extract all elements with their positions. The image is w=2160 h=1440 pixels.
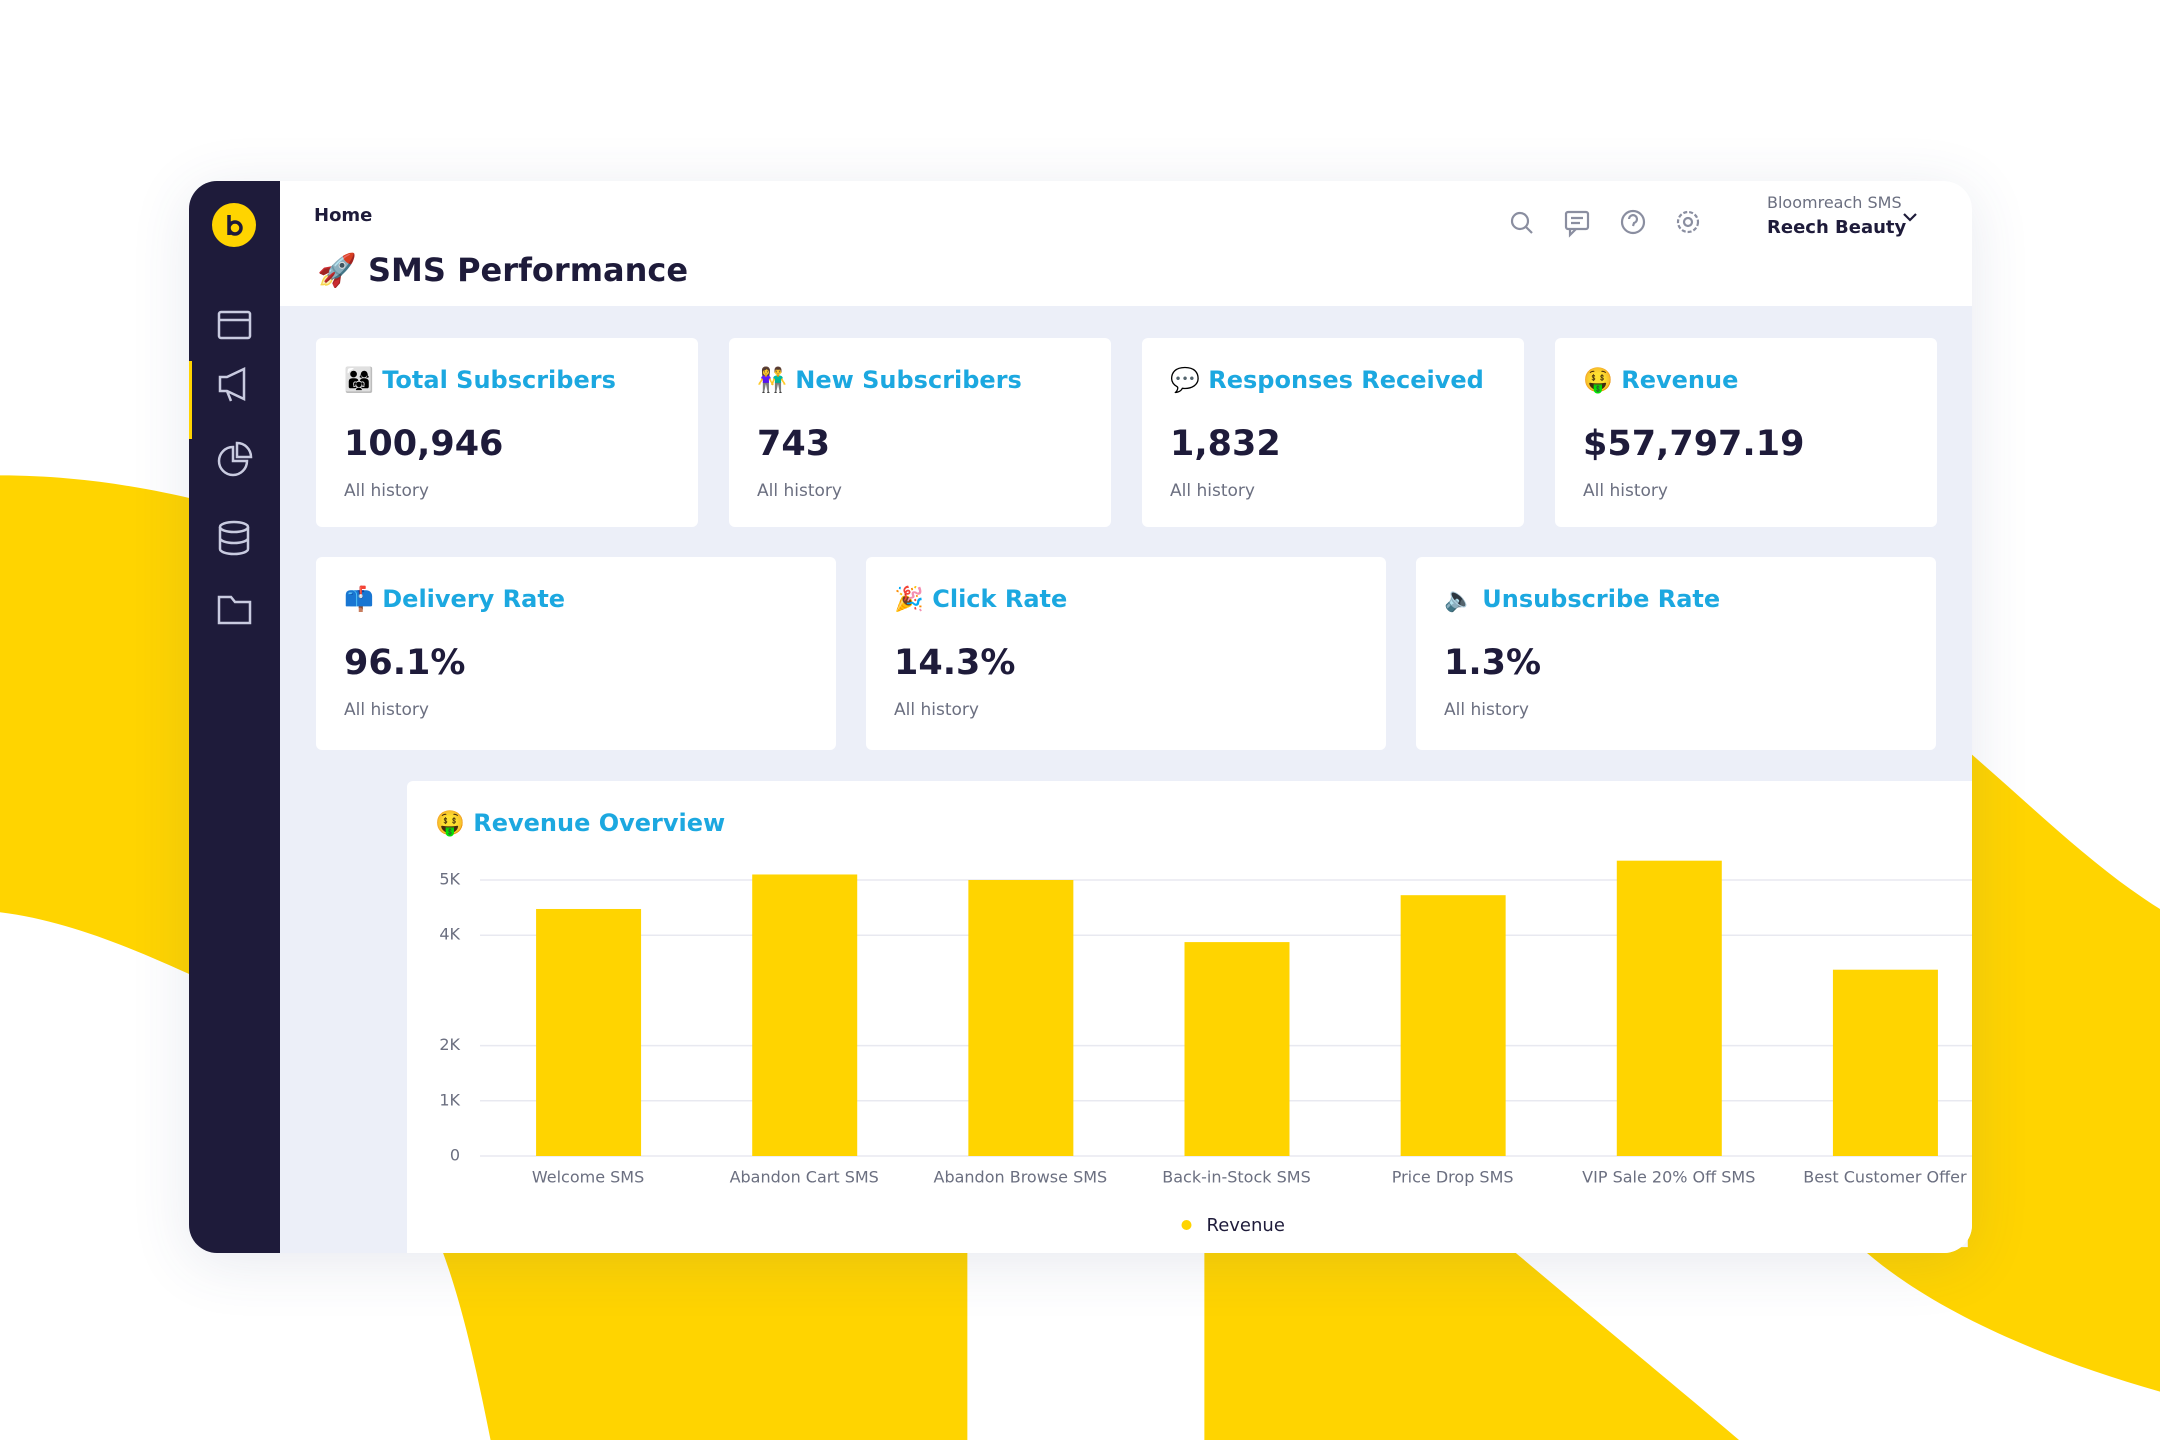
chart-title: 🤑 Revenue Overview	[435, 809, 726, 837]
sidebar-icons	[189, 203, 256, 625]
metric-value: 743	[757, 424, 831, 464]
header-icons	[1510, 209, 1700, 238]
x-tick-label: Best Customer Offer	[1803, 1168, 1967, 1187]
metric-note: All history	[757, 481, 842, 501]
y-tick-label: 1K	[439, 1090, 460, 1109]
x-tick-label: Welcome SMS	[532, 1168, 644, 1187]
metric-value: 96.1%	[344, 643, 466, 683]
metric-note: All history	[344, 481, 429, 501]
metric-value: 1,832	[1170, 424, 1281, 464]
x-tick-label: Abandon Browse SMS	[934, 1168, 1108, 1187]
x-tick-label: Price Drop SMS	[1392, 1168, 1514, 1187]
decor	[0, 475, 2160, 1440]
bar	[536, 908, 642, 1156]
legend-label: Revenue	[1207, 1215, 1285, 1236]
bar	[1184, 942, 1290, 1156]
chart: 0 1K 2K 4K 5K Welcome SMS Abandon Cart SMS Aban…	[439, 860, 1972, 1236]
metric-card: 👫 New Subscribers 743 All history	[729, 338, 1111, 527]
header: Home 🚀 SMS Performance Bloomreach SMS Re…	[280, 181, 1972, 306]
legend-swatch	[1181, 1220, 1192, 1230]
metric-note: All history	[894, 700, 979, 720]
metric-title: 🤑 Revenue	[1583, 366, 1739, 394]
metric-value: 14.3%	[894, 643, 1016, 683]
metric-card: 🔈 Unsubscribe Rate 1.3% All history	[1416, 557, 1936, 750]
messages-icon[interactable]	[1564, 210, 1590, 238]
metric-title: 🔈 Unsubscribe Rate	[1444, 585, 1721, 613]
org-name: Bloomreach SMS	[1767, 193, 1902, 212]
metric-note: All history	[1444, 700, 1529, 720]
settings-icon[interactable]	[1676, 210, 1700, 234]
dashboard: Home 🚀 SMS Performance Bloomreach SMS Re…	[189, 181, 1972, 1253]
metric-title: 📫 Delivery Rate	[344, 585, 566, 613]
x-tick-label: VIP Sale 20% Off SMS	[1582, 1168, 1755, 1187]
y-tick-label: 4K	[439, 925, 460, 944]
nav-analytics[interactable]	[217, 441, 253, 477]
metric-title: 💬 Responses Received	[1170, 366, 1484, 394]
metric-card: 👨‍👩‍👧 Total Subscribers 100,946 All histor…	[316, 338, 698, 527]
breadcrumb[interactable]: Home	[314, 205, 373, 226]
nav-data[interactable]	[218, 520, 250, 534]
metric-value: 100,946	[344, 424, 504, 464]
metric-note: All history	[1583, 481, 1668, 501]
metric-title: 🎉 Click Rate	[894, 585, 1068, 613]
search-icon[interactable]	[1510, 211, 1533, 234]
y-tick-label: 5K	[439, 870, 460, 889]
page-title: 🚀 SMS Performance	[317, 251, 689, 289]
metric-note: All history	[344, 700, 429, 720]
metric-value: 1.3%	[1444, 643, 1542, 683]
bar	[1832, 969, 1938, 1156]
bar	[968, 880, 1074, 1156]
metric-card: 💬 Responses Received 1,832 All history	[1142, 338, 1524, 527]
nav-files[interactable]	[217, 595, 252, 625]
nav-campaigns[interactable]	[218, 367, 246, 402]
help-icon[interactable]	[1620, 209, 1646, 235]
bar	[1616, 860, 1722, 1156]
metric-note: All history	[1170, 481, 1255, 501]
nav-dashboard[interactable]	[217, 310, 252, 340]
account-dropdown[interactable]	[1900, 207, 1920, 227]
metric-card: 🎉 Click Rate 14.3% All history	[866, 557, 1386, 750]
chart-card: 🤑 Revenue Overview 0 1K 2K 4K 5K Welcome SMS A…	[407, 781, 1972, 1253]
x-tick-label: Abandon Cart SMS	[730, 1168, 879, 1187]
y-tick-label: 2K	[439, 1035, 460, 1054]
account-name[interactable]: Reech Beauty	[1767, 217, 1907, 238]
metric-card: 🤑 Revenue $57,797.19 All history	[1555, 338, 1937, 527]
y-tick-label: 0	[450, 1146, 460, 1165]
sidebar	[189, 181, 280, 1253]
x-tick-label: Back-in-Stock SMS	[1162, 1168, 1310, 1187]
metric-title: 👨‍👩‍👧 Total Subscribers	[344, 366, 616, 394]
metric-title: 👫 New Subscribers	[757, 366, 1022, 394]
metric-card: 📫 Delivery Rate 96.1% All history	[316, 557, 836, 750]
metric-value: $57,797.19	[1583, 424, 1805, 464]
logo[interactable]	[212, 203, 256, 247]
nav-active-indicator	[189, 361, 192, 439]
bar	[752, 874, 858, 1156]
bar	[1400, 895, 1506, 1156]
